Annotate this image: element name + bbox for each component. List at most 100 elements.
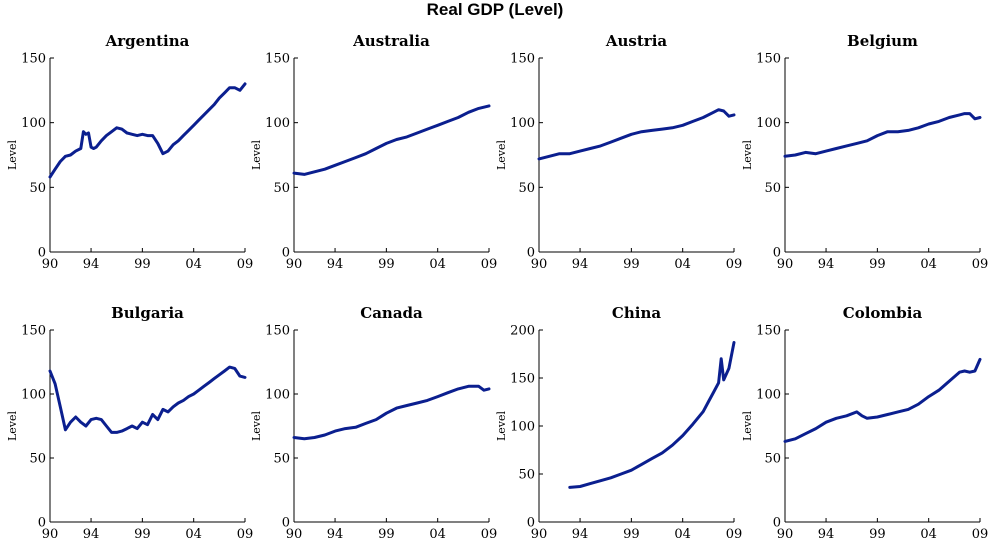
y-axis-label: Level [6,410,19,441]
x-tick-label: 09 [237,257,254,272]
x-tick-label: 94 [327,527,344,542]
chart-panel-austria: Austria 0 50 100 150 90 94 99 04 09 Level [495,32,742,272]
series-line-belgium [783,112,982,158]
x-tick-label: 90 [531,527,548,542]
y-tick-label: 100 [510,116,535,131]
panel-title: Belgium [847,32,918,50]
x-tick-label: 90 [777,527,794,542]
panel-title: Argentina [105,32,190,50]
x-tick-label: 94 [818,257,835,272]
y-tick-label: 100 [265,116,290,131]
y-tick-label: 50 [273,181,290,196]
y-tick-label: 150 [510,372,535,387]
y-tick-label: 100 [756,388,781,403]
x-tick-label: 99 [623,257,640,272]
series-line-australia [292,104,491,176]
y-tick-label: 150 [756,52,781,67]
y-tick-label: 50 [518,181,535,196]
y-tick-label: 100 [21,388,46,403]
y-tick-label: 50 [764,181,781,196]
chart-panel-bulgaria: Bulgaria 0 50 100 150 90 94 99 04 09 Level [6,304,253,542]
x-tick-label: 90 [777,257,794,272]
x-tick-label: 94 [572,527,589,542]
x-tick-label: 09 [972,527,989,542]
x-tick-label: 90 [286,257,303,272]
y-axis-label: Level [6,139,19,170]
y-tick-label: 0 [773,246,781,261]
x-tick-label: 04 [429,527,446,542]
y-tick-label: 50 [764,452,781,467]
y-tick-label: 150 [265,52,290,67]
y-tick-label: 0 [282,246,290,261]
y-tick-label: 0 [38,246,46,261]
x-tick-label: 94 [83,257,100,272]
series-line-china [568,341,736,489]
y-tick-label: 50 [29,452,46,467]
x-tick-label: 04 [920,527,937,542]
x-tick-label: 09 [972,257,989,272]
y-tick-label: 100 [21,116,46,131]
y-axis-label: Level [495,139,508,170]
x-tick-label: 90 [42,527,59,542]
x-tick-label: 99 [378,527,395,542]
chart-panel-argentina: Argentina 0 50 100 150 90 94 99 04 09 Level [6,32,253,272]
y-tick-label: 50 [518,468,535,483]
panel-title: Australia [352,32,430,50]
x-tick-label: 99 [134,257,151,272]
figure-title: Real GDP (Level) [426,0,564,19]
series-line-canada [292,384,491,441]
x-tick-label: 04 [185,257,202,272]
x-tick-label: 09 [726,527,743,542]
x-tick-label: 99 [378,257,395,272]
y-tick-label: 0 [527,246,535,261]
series-line-austria [537,108,736,161]
x-tick-label: 94 [572,257,589,272]
y-tick-label: 100 [510,420,535,435]
y-axis-label: Level [495,410,508,441]
y-axis-label: Level [741,139,754,170]
series-line-colombia [783,357,982,443]
x-tick-label: 94 [818,527,835,542]
x-tick-label: 99 [869,257,886,272]
x-tick-label: 09 [481,257,498,272]
chart-panel-canada: Canada 0 50 100 150 90 94 99 04 09 Level [250,304,497,542]
y-axis-label: Level [250,139,263,170]
x-tick-label: 94 [327,257,344,272]
y-tick-label: 0 [282,516,290,531]
chart-panel-belgium: Belgium 0 50 100 150 90 94 99 04 09 Level [741,32,988,272]
x-tick-label: 99 [134,527,151,542]
y-tick-label: 50 [273,452,290,467]
x-tick-label: 04 [429,257,446,272]
panel-title: China [612,304,661,322]
panel-title: Austria [605,32,668,50]
x-tick-label: 94 [83,527,100,542]
x-tick-label: 99 [623,527,640,542]
x-tick-label: 04 [674,527,691,542]
chart-panel-colombia: Colombia 0 50 100 150 90 94 99 04 09 Level [741,304,988,542]
y-tick-label: 0 [38,516,46,531]
y-tick-label: 150 [510,52,535,67]
x-tick-label: 09 [481,527,498,542]
panel-title: Canada [360,304,423,322]
y-tick-label: 150 [21,324,46,339]
x-tick-label: 90 [286,527,303,542]
y-tick-label: 0 [527,516,535,531]
y-tick-label: 0 [773,516,781,531]
y-tick-label: 100 [756,116,781,131]
series-line-bulgaria [48,365,247,434]
x-tick-label: 04 [920,257,937,272]
x-tick-label: 99 [869,527,886,542]
y-tick-label: 50 [29,181,46,196]
y-tick-label: 150 [265,324,290,339]
y-tick-label: 150 [756,324,781,339]
x-tick-label: 04 [185,527,202,542]
y-tick-label: 100 [265,388,290,403]
chart-panel-china: China 0 50 100 150 200 90 94 99 04 09 Level [495,304,742,542]
x-tick-label: 09 [726,257,743,272]
x-tick-label: 04 [674,257,691,272]
x-tick-label: 90 [531,257,548,272]
y-axis-label: Level [741,410,754,441]
y-axis-label: Level [250,410,263,441]
y-tick-label: 150 [21,52,46,67]
